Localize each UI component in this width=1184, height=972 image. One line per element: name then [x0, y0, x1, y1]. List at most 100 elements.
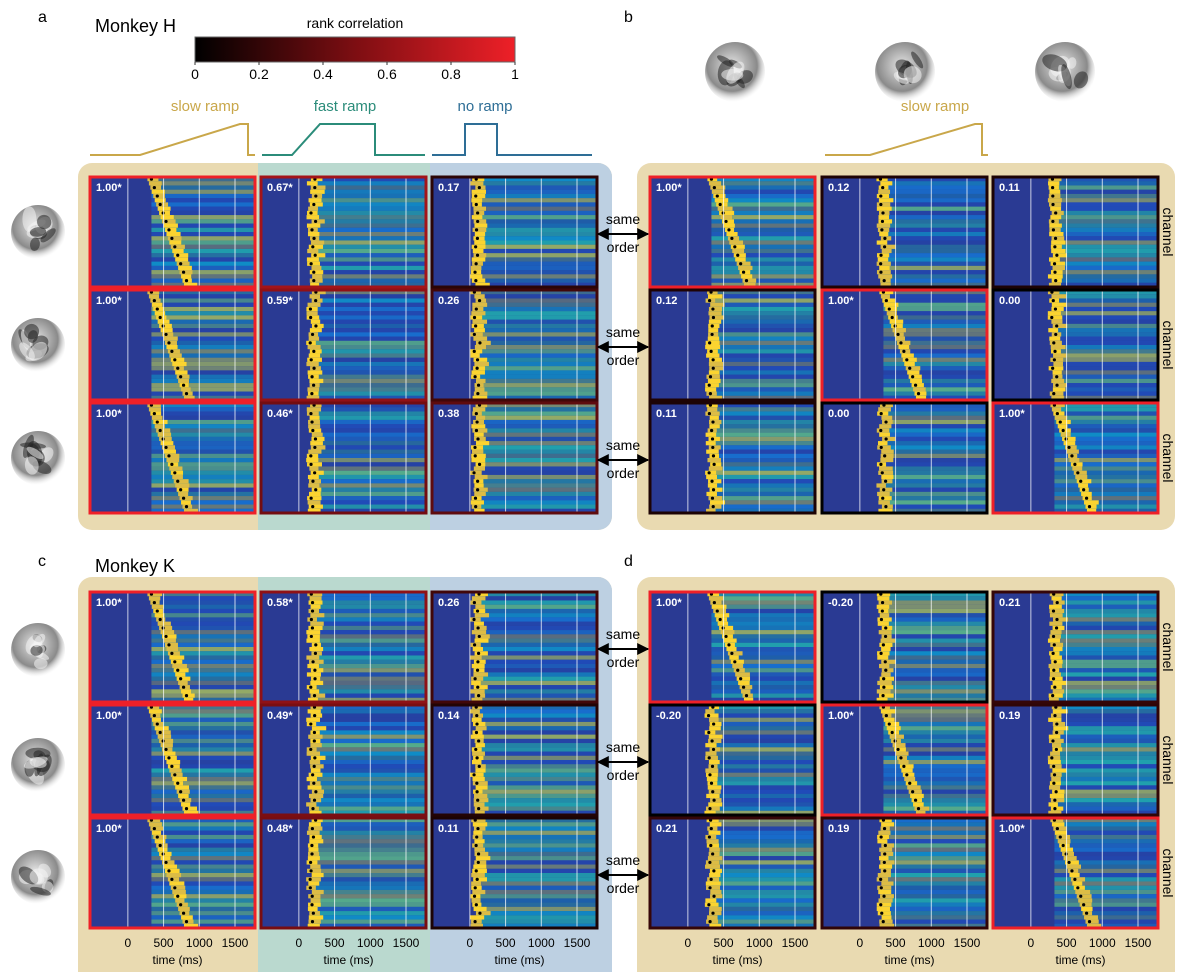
onset-band [171, 886, 185, 890]
correlation-label: 1.00* [999, 823, 1025, 835]
onset-band [1062, 852, 1074, 856]
heatmap-row [883, 798, 987, 802]
onset-band [706, 860, 719, 864]
onset-band [709, 370, 720, 374]
heatmap-row [477, 709, 597, 713]
heatmap-row [883, 911, 987, 915]
heatmap-row [477, 370, 597, 374]
time-axis-label: time (ms) [495, 953, 545, 967]
onset-band [476, 726, 487, 730]
link-label: same [606, 437, 640, 453]
onset-band [177, 677, 191, 681]
onset-marker [167, 869, 170, 872]
onset-marker [473, 446, 476, 449]
onset-band [881, 294, 890, 298]
onset-band [878, 228, 889, 232]
onset-marker [176, 895, 179, 898]
onset-band [1052, 407, 1061, 411]
onset-marker [1053, 714, 1056, 717]
onset-marker [153, 412, 156, 415]
onset-marker [310, 497, 313, 500]
heatmap-row [711, 266, 815, 270]
onset-band [175, 257, 188, 261]
heatmap-row [477, 383, 597, 387]
onset-band [476, 416, 485, 420]
onset-marker [884, 660, 887, 663]
onset-band [1055, 831, 1067, 835]
heatmap-row [477, 822, 597, 826]
heatmap-row [151, 270, 255, 274]
onset-band [877, 240, 888, 244]
heatmap-row [711, 764, 815, 768]
heatmap-row [711, 848, 815, 852]
heatmap-row [313, 643, 426, 647]
onset-band [716, 202, 727, 206]
heatmap-row [477, 332, 597, 336]
heatmap-row [477, 228, 597, 232]
heatmap-row [477, 232, 597, 236]
onset-band [474, 492, 486, 496]
heatmap-row [883, 362, 987, 366]
onset-marker [311, 773, 314, 776]
onset-band [1072, 466, 1082, 470]
heatmap-row [151, 194, 255, 198]
onset-marker [881, 211, 884, 214]
heatmap-row [151, 600, 255, 604]
heatmap-row [711, 279, 815, 283]
onset-band [882, 915, 892, 919]
heatmap-row [477, 664, 597, 668]
heatmap-row [1054, 185, 1158, 189]
onset-band [709, 735, 723, 739]
onset-band [307, 257, 319, 261]
onset-band [306, 362, 318, 366]
onset-marker [310, 228, 313, 231]
onset-band [915, 807, 930, 811]
heatmap-row [313, 270, 426, 274]
heatmap-row [313, 224, 426, 228]
onset-band [881, 672, 890, 676]
onset-marker [314, 643, 317, 646]
heatmap-row [711, 270, 815, 274]
onset-band [709, 911, 721, 915]
onset-marker [182, 384, 185, 387]
heatmap-row [477, 500, 597, 504]
panel-letter: d [624, 553, 633, 570]
heatmap-row [1054, 743, 1158, 747]
onset-band [309, 689, 319, 693]
onset-band [310, 349, 322, 353]
onset-band [721, 630, 735, 634]
onset-band [474, 860, 486, 864]
onset-marker [884, 635, 887, 638]
heatmap-row [1054, 257, 1158, 261]
onset-band [707, 458, 720, 462]
onset-marker [314, 254, 317, 257]
onset-marker [309, 307, 312, 310]
heatmap-row [151, 605, 255, 609]
onset-marker [475, 203, 478, 206]
heatmap-row [151, 915, 255, 919]
heatmap-row [477, 240, 597, 244]
heatmap-row [883, 194, 987, 198]
heatmap-row [477, 747, 597, 751]
onset-marker [176, 480, 179, 483]
heatmap-row [711, 756, 815, 760]
onset-marker [309, 748, 312, 751]
onset-marker [712, 895, 715, 898]
onset-marker [1076, 886, 1079, 889]
onset-band [1053, 324, 1067, 328]
heatmap-row [883, 379, 987, 383]
heatmap-row [711, 253, 815, 257]
heatmap-row [313, 362, 426, 366]
onset-marker [1053, 358, 1056, 361]
heatmap-row [151, 681, 255, 685]
onset-band [306, 802, 316, 806]
heatmap-row [477, 831, 597, 835]
heatmap-row [477, 445, 597, 449]
heatmap-row [711, 450, 815, 454]
onset-band [877, 655, 888, 659]
heatmap-row [313, 760, 426, 764]
heatmap-row [883, 407, 987, 411]
heatmap-row [711, 315, 815, 319]
heatmap-row [711, 424, 815, 428]
onset-band [878, 190, 890, 194]
